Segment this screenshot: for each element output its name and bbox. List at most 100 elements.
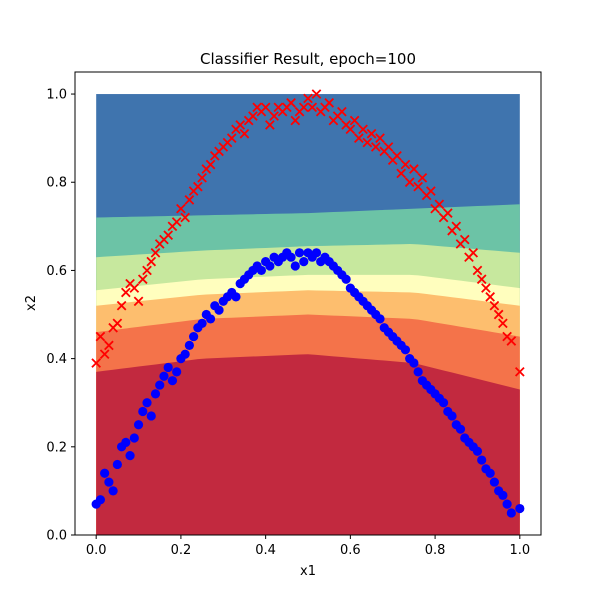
o-marker xyxy=(100,468,110,478)
o-marker xyxy=(108,486,118,496)
x-marker xyxy=(298,102,309,113)
x-tick-label: 0.6 xyxy=(340,543,361,558)
o-marker xyxy=(205,314,216,324)
o-marker xyxy=(256,265,266,276)
y-tick-label: 0.4 xyxy=(46,352,67,367)
o-marker xyxy=(167,376,178,386)
o-marker xyxy=(447,411,457,421)
o-marker xyxy=(299,257,309,267)
x-marker xyxy=(239,128,250,139)
x-marker xyxy=(91,358,102,368)
o-marker xyxy=(133,420,144,430)
o-marker xyxy=(231,292,241,302)
o-marker xyxy=(184,340,194,350)
x-marker xyxy=(235,120,246,130)
o-marker xyxy=(375,314,385,324)
region-0 xyxy=(96,354,520,535)
o-marker xyxy=(515,503,525,514)
x-marker xyxy=(337,106,347,117)
o-marker xyxy=(129,433,139,443)
o-marker xyxy=(286,252,296,262)
x-marker xyxy=(269,111,279,121)
x-marker xyxy=(353,133,364,143)
o-marker xyxy=(155,380,165,390)
x-marker xyxy=(375,133,385,143)
x-marker xyxy=(481,283,491,293)
o-marker xyxy=(477,455,487,465)
x-marker xyxy=(265,120,275,130)
x-marker xyxy=(506,336,517,346)
series-o-markers xyxy=(91,248,525,518)
x-marker xyxy=(133,296,144,307)
o-marker xyxy=(498,490,508,500)
x-marker xyxy=(197,172,207,183)
x-marker xyxy=(324,98,335,108)
x-marker xyxy=(392,150,402,161)
o-marker xyxy=(506,508,516,518)
plot-area xyxy=(91,89,525,536)
x-marker xyxy=(396,168,407,179)
x-marker xyxy=(468,247,479,258)
x-marker xyxy=(349,115,360,126)
x-marker xyxy=(150,247,161,258)
x-marker xyxy=(307,102,318,113)
x-marker xyxy=(116,300,127,311)
o-marker xyxy=(163,362,173,373)
x-marker xyxy=(311,89,322,99)
o-marker xyxy=(150,389,161,399)
x-marker xyxy=(514,367,525,377)
x-tick-label: 0.0 xyxy=(86,543,107,558)
x-marker xyxy=(383,142,394,152)
x-tick-label: 0.4 xyxy=(255,543,276,558)
o-marker xyxy=(311,248,322,258)
y-tick-label: 0.6 xyxy=(46,264,67,279)
x-marker xyxy=(290,115,301,126)
x-marker xyxy=(413,181,423,192)
y-axis-label: x2 xyxy=(24,295,39,311)
o-marker xyxy=(121,437,131,447)
x-marker xyxy=(472,265,483,276)
o-marker xyxy=(409,358,419,368)
x-marker xyxy=(120,287,131,298)
y-tick-label: 0.0 xyxy=(46,529,67,544)
x-marker xyxy=(129,283,140,293)
o-marker xyxy=(400,345,411,355)
x-marker xyxy=(362,137,373,148)
o-marker xyxy=(197,318,207,328)
o-marker xyxy=(104,477,114,487)
o-marker xyxy=(214,305,224,315)
x-marker xyxy=(99,349,110,360)
x-marker xyxy=(95,331,106,342)
x-marker xyxy=(184,195,195,205)
x-marker xyxy=(104,340,114,351)
x-marker xyxy=(400,159,411,170)
x-marker xyxy=(345,124,356,135)
o-marker xyxy=(455,424,466,434)
x-marker xyxy=(498,318,508,329)
x-marker xyxy=(459,234,470,245)
o-marker xyxy=(502,499,512,509)
y-axis: 0.0 0.2 0.4 0.6 0.8 1.0 xyxy=(46,88,75,544)
y-tick-label: 0.8 xyxy=(46,176,67,191)
x-marker xyxy=(370,142,381,152)
x-marker xyxy=(442,208,453,218)
x-marker xyxy=(248,111,258,121)
o-marker xyxy=(159,371,169,381)
x-marker xyxy=(171,217,182,227)
x-marker xyxy=(226,133,237,143)
o-marker xyxy=(138,406,148,417)
x-axis-label: x1 xyxy=(300,564,316,579)
x-marker xyxy=(409,164,419,174)
o-marker xyxy=(112,459,122,470)
o-marker xyxy=(290,261,300,271)
x-marker xyxy=(137,274,148,285)
x-marker xyxy=(112,318,123,329)
o-marker xyxy=(489,477,499,487)
x-marker xyxy=(404,177,415,188)
axes-frame xyxy=(74,71,542,536)
x-marker xyxy=(358,124,368,135)
x-marker xyxy=(193,181,203,192)
o-marker xyxy=(95,495,106,505)
x-marker xyxy=(180,212,190,223)
